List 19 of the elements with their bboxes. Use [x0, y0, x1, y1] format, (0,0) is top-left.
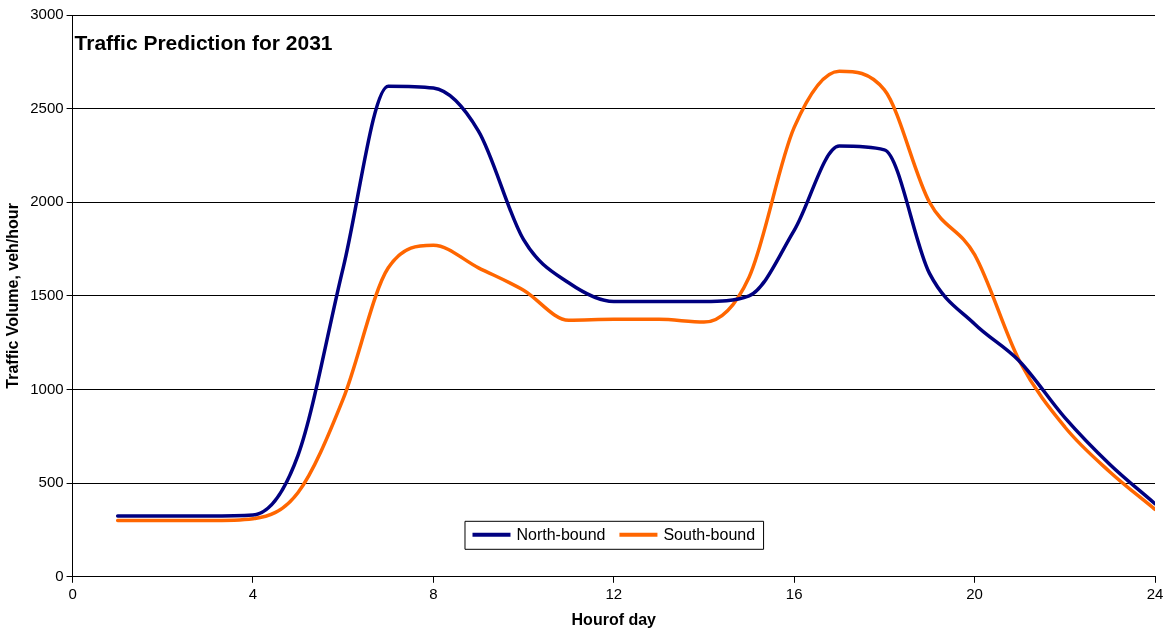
x-tick-label: 0: [68, 584, 77, 602]
x-tick-label: 4: [248, 584, 258, 602]
x-axis-title: Hourof day: [571, 610, 657, 628]
x-tick-label: 16: [785, 584, 803, 602]
y-axis-title: Traffic Volume, veh/hour: [4, 203, 22, 389]
y-tick-label: 1000: [30, 379, 64, 397]
legend-label: South-bound: [663, 526, 756, 544]
x-tick-label: 12: [605, 584, 623, 602]
x-tick-label: 24: [1146, 584, 1164, 602]
x-tick-label: 20: [966, 584, 983, 602]
y-tick-label: 1500: [30, 286, 64, 304]
y-tick-label: 3000: [30, 5, 64, 23]
text: Traffic Prediction for 2031: [74, 30, 333, 54]
y-tick-label: 0: [55, 566, 64, 584]
y-tick-label: 2500: [30, 98, 64, 116]
y-tick-label: 500: [38, 473, 64, 491]
y-tick-label: 2000: [30, 192, 64, 210]
legend-label: North-bound: [516, 526, 606, 544]
x-tick-label: 8: [429, 584, 438, 602]
